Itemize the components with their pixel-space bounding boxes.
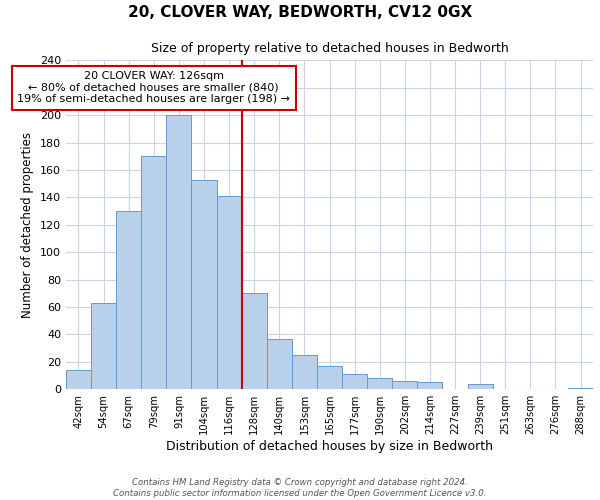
Bar [568,388,593,390]
Bar [91,303,116,390]
Bar [367,378,392,390]
Title: Size of property relative to detached houses in Bedworth: Size of property relative to detached ho… [151,42,508,55]
Y-axis label: Number of detached properties: Number of detached properties [21,132,34,318]
Bar [317,366,342,390]
Bar [116,211,141,390]
Bar [166,115,191,390]
Bar [217,196,242,390]
Bar [467,384,493,390]
Bar [292,355,317,390]
Bar [418,382,442,390]
Bar [267,338,292,390]
X-axis label: Distribution of detached houses by size in Bedworth: Distribution of detached houses by size … [166,440,493,453]
Bar [141,156,166,390]
Text: Contains HM Land Registry data © Crown copyright and database right 2024.
Contai: Contains HM Land Registry data © Crown c… [113,478,487,498]
Text: 20 CLOVER WAY: 126sqm
← 80% of detached houses are smaller (840)
19% of semi-det: 20 CLOVER WAY: 126sqm ← 80% of detached … [17,71,290,104]
Bar [66,370,91,390]
Bar [191,180,217,390]
Bar [392,381,418,390]
Bar [242,294,267,390]
Text: 20, CLOVER WAY, BEDWORTH, CV12 0GX: 20, CLOVER WAY, BEDWORTH, CV12 0GX [128,5,472,20]
Bar [342,374,367,390]
